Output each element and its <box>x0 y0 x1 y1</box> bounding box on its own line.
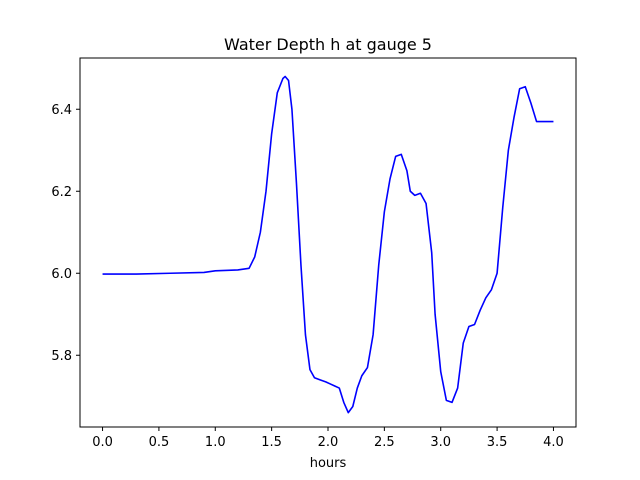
y-axis: 5.8 6.0 6.2 6.4 <box>51 103 80 364</box>
series-line-0 <box>102 75 554 414</box>
x-tick-label: 1.0 <box>205 435 226 450</box>
x-tick-label: 0.5 <box>149 435 170 450</box>
plot-area <box>102 75 554 414</box>
chart-title: Water Depth h at gauge 5 <box>224 35 432 54</box>
x-tick-label: 3.0 <box>430 435 451 450</box>
x-tick-label: 3.5 <box>487 435 508 450</box>
x-tick-label: 2.0 <box>318 435 339 450</box>
axes-frame <box>79 57 577 428</box>
y-tick-label: 6.2 <box>51 185 72 200</box>
x-tick-label: 4.0 <box>543 435 564 450</box>
y-tick-label: 6.0 <box>51 267 72 282</box>
y-tick-label: 6.4 <box>51 103 72 118</box>
y-tick-label: 5.8 <box>51 349 72 364</box>
x-tick-label: 0.0 <box>92 435 113 450</box>
x-tick-label: 2.5 <box>374 435 395 450</box>
x-tick-label: 1.5 <box>261 435 282 450</box>
x-axis: 0.0 0.5 1.0 1.5 2.0 2.5 3.0 3.5 4.0 <box>92 427 564 450</box>
x-axis-label: hours <box>310 456 347 471</box>
